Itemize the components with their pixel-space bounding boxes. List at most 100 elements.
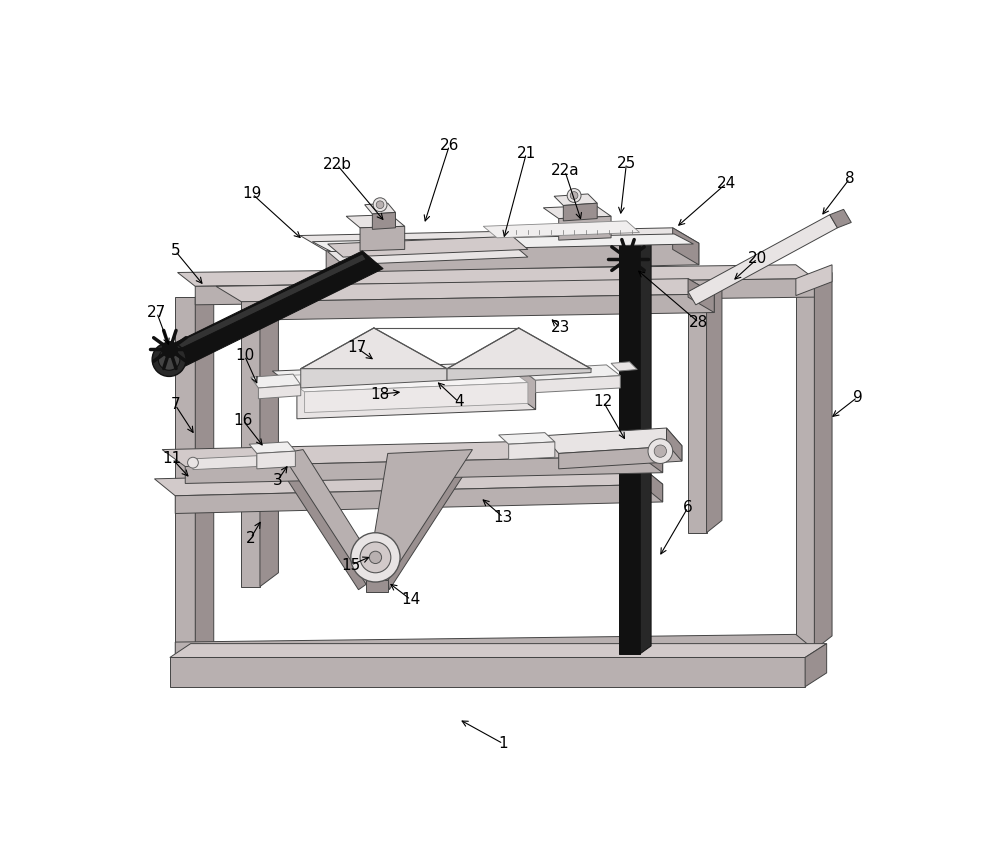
Text: 23: 23 xyxy=(551,320,570,335)
Polygon shape xyxy=(372,212,395,229)
Polygon shape xyxy=(328,236,528,257)
Polygon shape xyxy=(258,385,301,399)
Polygon shape xyxy=(511,362,536,410)
Polygon shape xyxy=(688,294,707,533)
Polygon shape xyxy=(326,243,699,272)
Polygon shape xyxy=(251,375,301,388)
Polygon shape xyxy=(522,365,620,381)
Polygon shape xyxy=(543,428,682,454)
Polygon shape xyxy=(619,243,640,654)
Text: 16: 16 xyxy=(233,413,253,428)
Text: 10: 10 xyxy=(235,348,254,363)
Polygon shape xyxy=(185,456,663,484)
Polygon shape xyxy=(366,449,472,584)
Polygon shape xyxy=(154,467,663,496)
Polygon shape xyxy=(559,216,611,241)
Polygon shape xyxy=(282,367,528,392)
Text: 24: 24 xyxy=(717,175,736,191)
Text: 19: 19 xyxy=(243,186,262,202)
Polygon shape xyxy=(249,442,295,454)
Polygon shape xyxy=(483,221,640,238)
Circle shape xyxy=(360,542,391,573)
Circle shape xyxy=(369,551,382,564)
Polygon shape xyxy=(796,265,832,295)
Polygon shape xyxy=(170,643,827,657)
Polygon shape xyxy=(796,286,814,649)
Text: 28: 28 xyxy=(689,315,708,330)
Text: 15: 15 xyxy=(341,557,360,573)
Circle shape xyxy=(351,533,400,582)
Polygon shape xyxy=(447,328,591,369)
Text: 2: 2 xyxy=(246,531,256,545)
Circle shape xyxy=(152,343,186,376)
Polygon shape xyxy=(805,643,827,686)
Polygon shape xyxy=(305,382,528,412)
Polygon shape xyxy=(388,454,474,590)
Circle shape xyxy=(570,192,578,199)
Polygon shape xyxy=(300,228,699,251)
Polygon shape xyxy=(260,288,278,587)
Text: 5: 5 xyxy=(170,243,180,259)
Polygon shape xyxy=(814,272,832,649)
Polygon shape xyxy=(175,635,814,659)
Text: 14: 14 xyxy=(401,592,420,607)
Text: 12: 12 xyxy=(594,394,613,410)
Polygon shape xyxy=(241,294,714,320)
Text: 18: 18 xyxy=(370,387,390,402)
Polygon shape xyxy=(673,228,699,265)
Polygon shape xyxy=(301,328,447,369)
Circle shape xyxy=(188,457,198,468)
Polygon shape xyxy=(257,451,295,469)
Polygon shape xyxy=(360,226,405,251)
Circle shape xyxy=(567,188,581,203)
Text: 9: 9 xyxy=(853,390,862,405)
Polygon shape xyxy=(216,278,714,302)
Polygon shape xyxy=(195,282,214,673)
Polygon shape xyxy=(274,449,366,590)
Circle shape xyxy=(373,198,387,211)
Polygon shape xyxy=(666,428,682,461)
Polygon shape xyxy=(328,244,528,265)
Circle shape xyxy=(376,201,384,209)
Text: 17: 17 xyxy=(347,340,367,356)
Polygon shape xyxy=(688,278,714,313)
Polygon shape xyxy=(346,215,405,228)
Polygon shape xyxy=(642,467,663,502)
Text: 26: 26 xyxy=(440,138,459,153)
Polygon shape xyxy=(301,369,447,388)
Polygon shape xyxy=(297,381,536,419)
Text: 11: 11 xyxy=(163,451,182,466)
Text: 22a: 22a xyxy=(551,163,579,179)
Polygon shape xyxy=(543,205,611,218)
Polygon shape xyxy=(175,297,195,673)
Polygon shape xyxy=(563,204,597,221)
Polygon shape xyxy=(707,282,722,533)
Text: 7: 7 xyxy=(170,398,180,412)
Polygon shape xyxy=(163,254,366,355)
Text: 20: 20 xyxy=(748,251,767,266)
Circle shape xyxy=(648,439,673,464)
Text: 8: 8 xyxy=(845,171,855,186)
Polygon shape xyxy=(640,235,651,654)
Polygon shape xyxy=(509,442,555,460)
Polygon shape xyxy=(499,433,555,444)
Polygon shape xyxy=(830,210,851,228)
Polygon shape xyxy=(178,265,814,286)
Polygon shape xyxy=(158,251,383,369)
Text: 6: 6 xyxy=(683,500,693,515)
Polygon shape xyxy=(312,234,693,252)
Polygon shape xyxy=(640,439,663,472)
Polygon shape xyxy=(170,657,805,686)
Polygon shape xyxy=(559,446,682,469)
Polygon shape xyxy=(272,362,536,389)
Polygon shape xyxy=(536,375,620,393)
Polygon shape xyxy=(193,456,257,470)
Polygon shape xyxy=(162,439,663,466)
Text: 4: 4 xyxy=(454,394,463,410)
Polygon shape xyxy=(688,215,837,305)
Circle shape xyxy=(620,251,636,266)
Text: 27: 27 xyxy=(147,305,166,320)
Polygon shape xyxy=(224,280,707,302)
Polygon shape xyxy=(447,369,591,381)
Text: 25: 25 xyxy=(617,155,636,171)
